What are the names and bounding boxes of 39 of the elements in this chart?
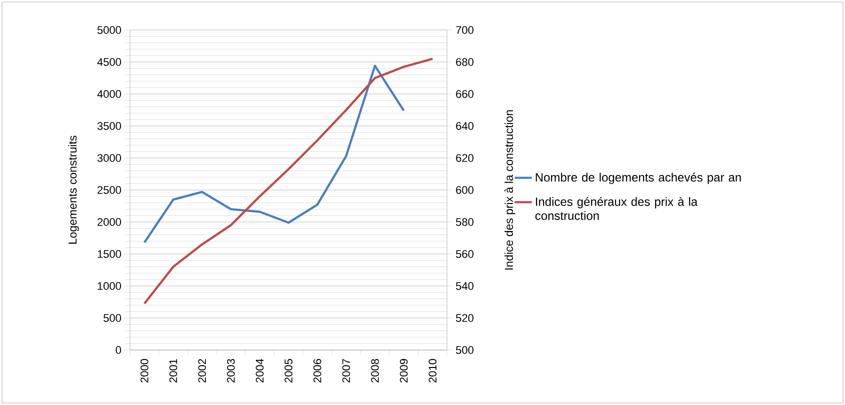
line-series — [143, 64, 405, 244]
y2-tick-label: 500 — [456, 346, 474, 354]
x-tick-label: 2001 — [169, 359, 178, 382]
y2-tick-label: 700 — [456, 26, 474, 34]
y2-tick-label: 540 — [456, 282, 474, 290]
x-tick-label: 2000 — [140, 358, 148, 382]
y-tick-label: 1000 — [98, 282, 122, 290]
x-tick-label: 2002 — [198, 359, 206, 382]
legend-label: Nombre de logements achevés par an — [536, 172, 741, 184]
y2-tick-label: 580 — [456, 218, 474, 226]
y-tick-label: 4500 — [97, 58, 122, 66]
y-tick-label: 5000 — [97, 26, 122, 34]
y2-tick-label: 620 — [456, 154, 474, 162]
y-tick-label: 2500 — [98, 186, 122, 194]
y-tick-label: 2000 — [98, 218, 122, 226]
x-tick-label: 2008 — [371, 359, 379, 382]
y2-tick-label: 560 — [456, 250, 474, 258]
x-tick-label: 2003 — [226, 359, 235, 382]
y-tick-label: 0 — [116, 346, 122, 354]
y2-tick-label: 640 — [456, 122, 474, 130]
x-tick-label: 2007 — [342, 359, 350, 382]
x-tick-label: 2006 — [313, 359, 322, 382]
y-tick-label: 3500 — [97, 122, 122, 130]
y-tick-label: 4000 — [97, 90, 122, 98]
line-series — [143, 58, 434, 305]
x-tick-label: 2009 — [400, 359, 408, 382]
y2-tick-label: 520 — [456, 314, 474, 322]
legend-label: Indices généraux des prix à la construction — [535, 197, 698, 220]
y2-tick-label: 660 — [456, 90, 474, 98]
y2-axis-title: Indice des prix à la construction — [504, 110, 516, 270]
y2-tick-label: 600 — [456, 186, 474, 194]
y-axis-title: Logements construits — [68, 136, 79, 244]
y-tick-label: 1500 — [98, 250, 122, 258]
x-tick-label: 2005 — [284, 359, 292, 382]
y-tick-label: 500 — [104, 314, 122, 322]
y-tick-label: 3000 — [97, 154, 122, 162]
x-tick-label: 2010 — [428, 358, 436, 382]
y2-tick-label: 680 — [456, 58, 474, 66]
x-tick-label: 2004 — [256, 358, 264, 382]
